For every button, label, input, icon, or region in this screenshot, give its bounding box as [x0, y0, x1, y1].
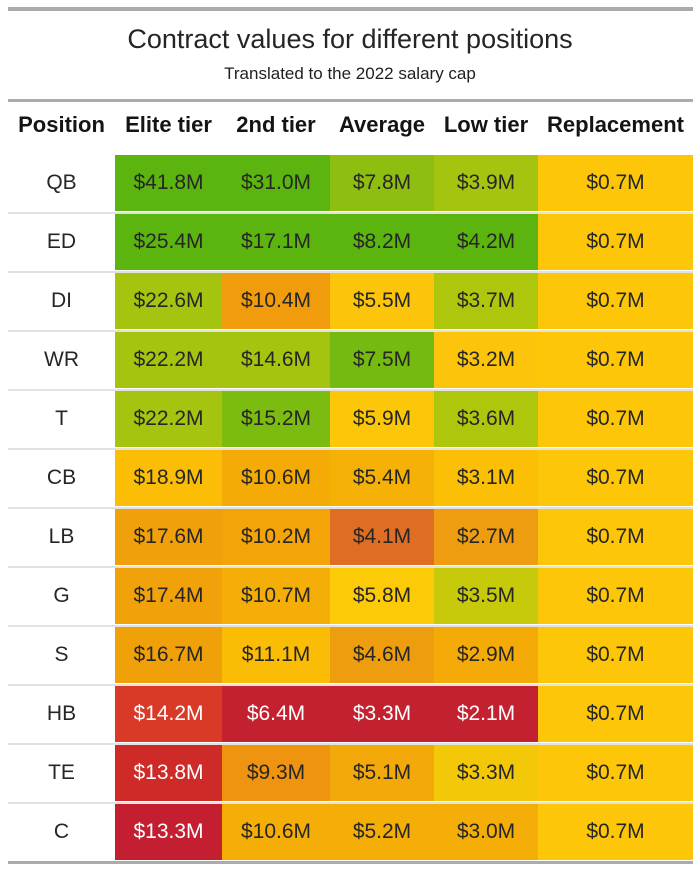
value-cell: $10.7M	[222, 568, 330, 624]
value-cell: $0.7M	[538, 745, 693, 801]
position-label: G	[8, 568, 115, 624]
value-cell: $3.5M	[434, 568, 538, 624]
page-title: Contract values for different positions	[127, 24, 573, 54]
value-cell: $0.7M	[538, 155, 693, 211]
value-cell: $3.6M	[434, 391, 538, 447]
value-cell: $17.1M	[222, 214, 330, 270]
value-cell: $3.2M	[434, 332, 538, 388]
table-row: LB $17.6M $10.2M $4.1M $2.7M $0.7M	[8, 509, 693, 565]
table-row: QB $41.8M $31.0M $7.8M $3.9M $0.7M	[8, 155, 693, 211]
table-row: C $13.3M $10.6M $5.2M $3.0M $0.7M	[8, 804, 693, 860]
value-cell: $8.2M	[330, 214, 434, 270]
value-cell: $9.3M	[222, 745, 330, 801]
value-cell: $4.1M	[330, 509, 434, 565]
value-cell: $0.7M	[538, 450, 693, 506]
value-cell: $3.3M	[434, 745, 538, 801]
value-cell: $7.8M	[330, 155, 434, 211]
table-row: G $17.4M $10.7M $5.8M $3.5M $0.7M	[8, 568, 693, 624]
value-cell: $10.4M	[222, 273, 330, 329]
table-row: HB $14.2M $6.4M $3.3M $2.1M $0.7M	[8, 686, 693, 742]
value-cell: $25.4M	[115, 214, 222, 270]
table-row: TE $13.8M $9.3M $5.1M $3.3M $0.7M	[8, 745, 693, 801]
value-cell: $5.9M	[330, 391, 434, 447]
value-cell: $0.7M	[538, 214, 693, 270]
table-row: S $16.7M $11.1M $4.6M $2.9M $0.7M	[8, 627, 693, 683]
value-cell: $0.7M	[538, 627, 693, 683]
table-row: CB $18.9M $10.6M $5.4M $3.1M $0.7M	[8, 450, 693, 506]
value-cell: $13.8M	[115, 745, 222, 801]
value-cell: $4.6M	[330, 627, 434, 683]
value-cell: $0.7M	[538, 686, 693, 742]
table-row: T $22.2M $15.2M $5.9M $3.6M $0.7M	[8, 391, 693, 447]
value-cell: $17.6M	[115, 509, 222, 565]
value-cell: $5.1M	[330, 745, 434, 801]
value-cell: $2.7M	[434, 509, 538, 565]
value-cell: $5.5M	[330, 273, 434, 329]
top-divider	[8, 7, 693, 11]
value-cell: $3.1M	[434, 450, 538, 506]
column-header-elite-tier: Elite tier	[125, 112, 212, 137]
heatmap-body: QB $41.8M $31.0M $7.8M $3.9M $0.7M ED $25.4M $17…	[8, 155, 693, 863]
position-label: LB	[8, 509, 115, 565]
column-header-2nd-tier: 2nd tier	[236, 112, 316, 137]
value-cell: $5.8M	[330, 568, 434, 624]
position-label: ED	[8, 214, 115, 270]
value-cell: $16.7M	[115, 627, 222, 683]
value-cell: $2.1M	[434, 686, 538, 742]
value-cell: $41.8M	[115, 155, 222, 211]
column-header-position: Position	[18, 112, 105, 137]
position-label: WR	[8, 332, 115, 388]
bottom-divider	[8, 861, 693, 864]
table-row: WR $22.2M $14.6M $7.5M $3.2M $0.7M	[8, 332, 693, 388]
value-cell: $22.2M	[115, 332, 222, 388]
value-cell: $3.0M	[434, 804, 538, 860]
value-cell: $3.9M	[434, 155, 538, 211]
page-subtitle: Translated to the 2022 salary cap	[224, 64, 476, 83]
value-cell: $14.6M	[222, 332, 330, 388]
position-label: CB	[8, 450, 115, 506]
value-cell: $7.5M	[330, 332, 434, 388]
value-cell: $0.7M	[538, 391, 693, 447]
value-cell: $11.1M	[222, 627, 330, 683]
position-label: C	[8, 804, 115, 860]
header-divider	[8, 99, 693, 102]
value-cell: $22.6M	[115, 273, 222, 329]
table-row: DI $22.6M $10.4M $5.5M $3.7M $0.7M	[8, 273, 693, 329]
value-cell: $0.7M	[538, 568, 693, 624]
value-cell: $10.2M	[222, 509, 330, 565]
value-cell: $31.0M	[222, 155, 330, 211]
column-header-average: Average	[338, 112, 425, 137]
column-header-replacement: Replacement	[547, 112, 684, 137]
value-cell: $10.6M	[222, 804, 330, 860]
value-cell: $5.4M	[330, 450, 434, 506]
value-cell: $0.7M	[538, 273, 693, 329]
value-cell: $3.7M	[434, 273, 538, 329]
table-row: ED $25.4M $17.1M $8.2M $4.2M $0.7M	[8, 214, 693, 270]
value-cell: $17.4M	[115, 568, 222, 624]
value-cell: $5.2M	[330, 804, 434, 860]
value-cell: $18.9M	[115, 450, 222, 506]
position-label: TE	[8, 745, 115, 801]
value-cell: $14.2M	[115, 686, 222, 742]
value-cell: $22.2M	[115, 391, 222, 447]
value-cell: $0.7M	[538, 332, 693, 388]
value-cell: $4.2M	[434, 214, 538, 270]
position-label: HB	[8, 686, 115, 742]
value-cell: $13.3M	[115, 804, 222, 860]
value-cell: $2.9M	[434, 627, 538, 683]
value-cell: $10.6M	[222, 450, 330, 506]
value-cell: $0.7M	[538, 509, 693, 565]
column-header-low-tier: Low tier	[443, 112, 529, 137]
table-header-row: Position Elite tier 2nd tier Average Low…	[8, 112, 693, 138]
value-cell: $15.2M	[222, 391, 330, 447]
value-cell: $0.7M	[538, 804, 693, 860]
position-label: DI	[8, 273, 115, 329]
position-label: S	[8, 627, 115, 683]
position-label: T	[8, 391, 115, 447]
position-label: QB	[8, 155, 115, 211]
value-cell: $3.3M	[330, 686, 434, 742]
value-cell: $6.4M	[222, 686, 330, 742]
